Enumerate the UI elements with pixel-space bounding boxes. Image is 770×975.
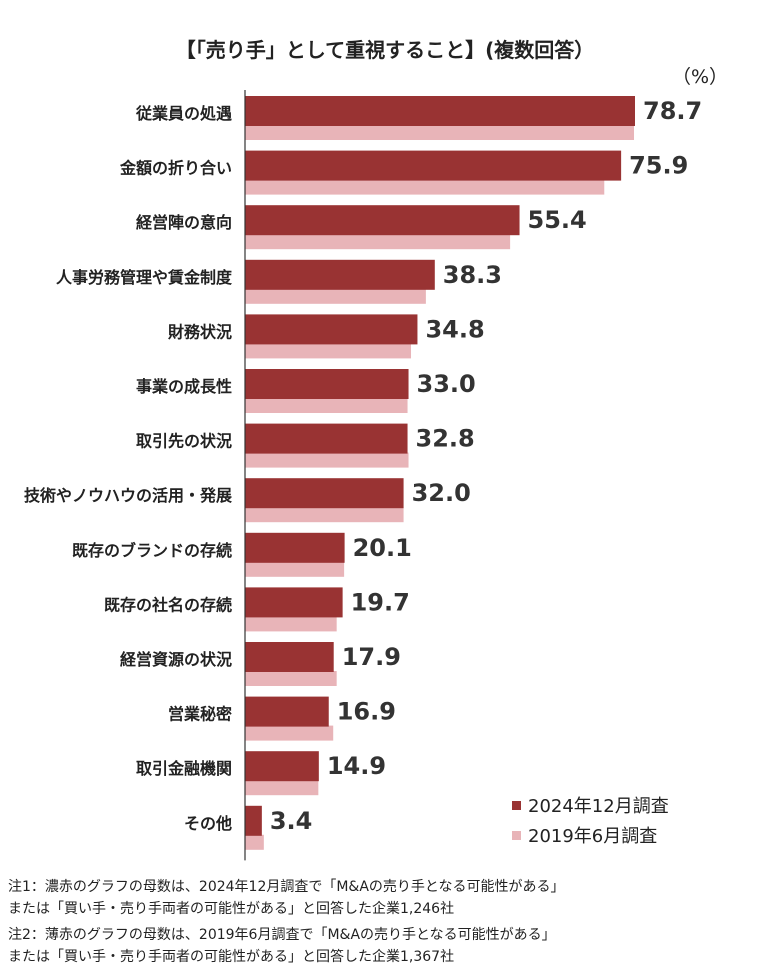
- bar-2024: [245, 96, 635, 126]
- bar-2019: [245, 725, 334, 741]
- bar-2019: [245, 834, 264, 850]
- bar-2024: [245, 642, 334, 672]
- value-label: 20.1: [353, 534, 412, 562]
- bar-2019: [245, 234, 511, 250]
- value-label: 32.8: [416, 425, 475, 453]
- legend-swatch-2024: [512, 800, 521, 810]
- category-label: 技術やノウハウの活用・発展: [24, 486, 233, 505]
- category-label: 経営資源の状況: [120, 650, 232, 669]
- bar-2019: [245, 452, 409, 468]
- footnotes: 注1：濃赤のグラフの母数は、2024年12月調査で「M&Aの売り手となる可能性が…: [8, 876, 565, 968]
- category-label: その他: [184, 814, 232, 833]
- category-label: 既存の社名の存続: [104, 595, 232, 614]
- bar-2024: [245, 532, 345, 563]
- bar-2019: [245, 780, 319, 796]
- value-label: 19.7: [351, 588, 410, 616]
- bar-2019: [245, 125, 635, 140]
- bar-2024: [245, 478, 404, 509]
- footnote-1-line-2: または「買い手・売り手両者の可能性がある」と回答した企業1,246社: [8, 901, 455, 917]
- category-label: 既存のブランドの存続: [72, 541, 232, 560]
- legend-label-2024: 2024年12月調査: [528, 796, 669, 817]
- bar-2019: [245, 179, 605, 195]
- bar-2024: [245, 696, 329, 727]
- footnote-1: 注1：濃赤のグラフの母数は、2024年12月調査で「M&Aの売り手となる可能性が…: [8, 876, 565, 920]
- bar-2024: [245, 314, 418, 345]
- bar-2019: [245, 288, 426, 304]
- legend-item-2019: 2019年6月調査: [512, 820, 669, 850]
- legend: 2024年12月調査 2019年6月調査: [512, 790, 669, 850]
- bar-2024: [245, 205, 520, 236]
- bar-2019: [245, 561, 345, 577]
- value-label: 75.9: [629, 152, 688, 180]
- category-label: 営業秘密: [168, 705, 232, 724]
- value-label: 55.4: [528, 206, 587, 234]
- footnote-2: 注2：薄赤のグラフの母数は、2019年6月調査で「M&Aの売り手となる可能性があ…: [8, 924, 565, 968]
- value-label: 34.8: [425, 315, 484, 343]
- category-label: 人事労務管理や賃金制度: [56, 268, 233, 287]
- bar-chart: 従業員の処遇 78.7 金額の折り合い 75.9 経営陣の意向 55.4 人事労務管理や賃金…: [24, 90, 702, 861]
- category-label: 財務状況: [168, 322, 232, 341]
- category-label: 金額の折り合い: [119, 159, 232, 178]
- bar-2019: [245, 343, 412, 359]
- bar-2019: [245, 398, 408, 413]
- legend-swatch-2019: [512, 830, 521, 840]
- bar-2024: [245, 369, 409, 399]
- bar-2019: [245, 507, 404, 523]
- legend-item-2024: 2024年12月調査: [512, 790, 669, 820]
- category-label: 従業員の処遇: [135, 104, 232, 123]
- bar-2024: [245, 751, 319, 782]
- value-label: 3.4: [270, 807, 313, 835]
- bar-2019: [245, 616, 337, 632]
- unit-label: （%）: [672, 66, 729, 88]
- category-label: 取引金融機関: [136, 759, 232, 778]
- bar-2024: [245, 150, 622, 181]
- bar-2024: [245, 259, 435, 290]
- value-label: 32.0: [412, 479, 471, 507]
- value-label: 16.9: [337, 698, 396, 726]
- bar-2024: [245, 805, 262, 836]
- value-label: 17.9: [342, 643, 401, 671]
- bar-2019: [245, 671, 337, 686]
- bar-2024: [245, 587, 343, 618]
- footnote-1-line-1: 注1：濃赤のグラフの母数は、2024年12月調査で「M&Aの売り手となる可能性が…: [8, 879, 565, 895]
- value-label: 38.3: [443, 261, 502, 289]
- bar-2024: [245, 423, 408, 454]
- category-label: 取引先の状況: [136, 432, 232, 451]
- category-label: 経営陣の意向: [136, 213, 232, 232]
- value-label: 14.9: [327, 752, 386, 780]
- chart-title: 【「売り手」として重視すること】(複数回答）: [175, 38, 595, 62]
- value-label: 78.7: [643, 97, 702, 125]
- value-label: 33.0: [417, 370, 476, 398]
- footnote-2-line-1: 注2：薄赤のグラフの母数は、2019年6月調査で「M&Aの売り手となる可能性があ…: [8, 927, 556, 943]
- legend-label-2019: 2019年6月調査: [528, 826, 658, 847]
- category-label: 事業の成長性: [136, 377, 232, 396]
- footnote-2-line-2: または「買い手・売り手両者の可能性がある」と回答した企業1,367社: [8, 949, 455, 965]
